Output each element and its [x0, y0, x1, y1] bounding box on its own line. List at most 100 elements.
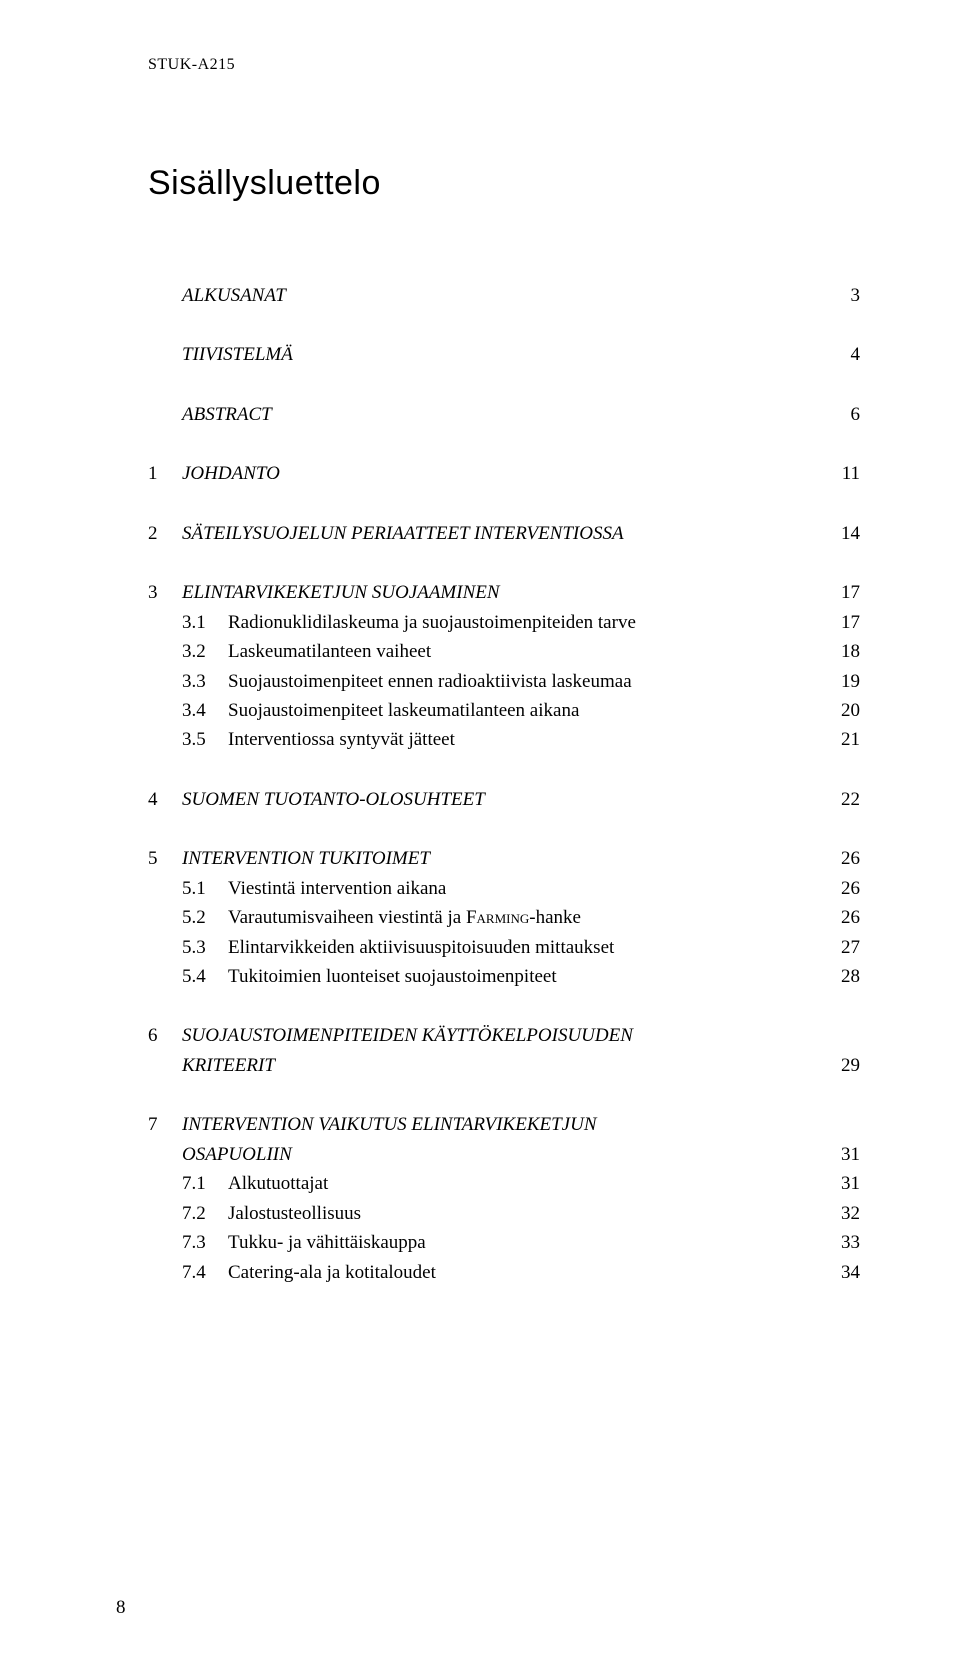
toc-chapter-label: ELINTARVIKEKETJUN SUOJAAMINEN [182, 578, 824, 607]
toc-section-label: Interventiossa syntyvät jätteet [228, 725, 824, 754]
toc-section-number: 3.3 [182, 667, 228, 696]
toc-chapter-label: ABSTRACT [182, 400, 824, 429]
toc-subentry: 3.5Interventiossa syntyvät jätteet21 [148, 725, 860, 754]
toc-page-number: 34 [824, 1258, 860, 1287]
toc-chapter-label-continuation: OSAPUOLIIN [182, 1140, 824, 1169]
toc-page-number: 26 [824, 903, 860, 932]
toc-page-number: 4 [824, 340, 860, 369]
toc-subentry: 3.3Suojaustoimenpiteet ennen radioaktiiv… [148, 667, 860, 696]
toc-spacer [148, 429, 860, 459]
toc-spacer [148, 489, 860, 519]
toc-chapter-label: SUOMEN TUOTANTO-OLOSUHTEET [182, 785, 824, 814]
toc-spacer [148, 814, 860, 844]
toc-entry: KRITEERIT29 [148, 1051, 860, 1080]
toc-subentry: 7.1Alkutuottajat31 [148, 1169, 860, 1198]
toc-entry: 2SÄTEILYSUOJELUN PERIAATTEET INTERVENTIO… [148, 519, 860, 548]
toc-section-label: Elintarvikkeiden aktiivisuuspitoisuuden … [228, 933, 824, 962]
toc-subentry: 7.2Jalostusteollisuus32 [148, 1199, 860, 1228]
toc-subentry: 7.3Tukku- ja vähittäiskauppa33 [148, 1228, 860, 1257]
toc-section-number: 5.1 [182, 874, 228, 903]
toc-section-label: Laskeumatilanteen vaiheet [228, 637, 824, 666]
toc-page-number: 32 [824, 1199, 860, 1228]
toc-chapter-number: 4 [148, 785, 182, 814]
toc-section-number: 3.4 [182, 696, 228, 725]
toc-spacer [148, 1080, 860, 1110]
toc-entry: OSAPUOLIIN31 [148, 1140, 860, 1169]
toc-page-number: 33 [824, 1228, 860, 1257]
toc-chapter-label: TIIVISTELMÄ [182, 340, 824, 369]
toc-section-label: Alkutuottajat [228, 1169, 824, 1198]
toc-entry: ABSTRACT6 [148, 400, 860, 429]
smallcaps-term: Farming [466, 907, 529, 928]
toc-spacer [148, 755, 860, 785]
toc-page-number: 17 [824, 578, 860, 607]
toc-section-number: 5.3 [182, 933, 228, 962]
toc-entry: TIIVISTELMÄ4 [148, 340, 860, 369]
toc-chapter-label: ALKUSANAT [182, 281, 824, 310]
toc-page-number: 6 [824, 400, 860, 429]
toc-chapter-label: JOHDANTO [182, 459, 824, 488]
toc-page-number: 22 [824, 785, 860, 814]
toc-section-label: Radionuklidilaskeuma ja suojaustoimenpit… [228, 608, 824, 637]
toc-section-label: Tukku- ja vähittäiskauppa [228, 1228, 824, 1257]
toc-chapter-label: SUOJAUSTOIMENPITEIDEN KÄYTTÖKELPOISUUDEN [182, 1021, 824, 1050]
page-number: 8 [116, 1597, 126, 1619]
toc-page-number: 20 [824, 696, 860, 725]
toc-entry: ALKUSANAT3 [148, 281, 860, 310]
toc-section-number: 5.4 [182, 962, 228, 991]
table-of-contents: ALKUSANAT3TIIVISTELMÄ4ABSTRACT61JOHDANTO… [148, 281, 860, 1287]
toc-spacer [148, 548, 860, 578]
document-header: STUK-A215 [148, 56, 860, 74]
page-title: Sisällysluettelo [148, 164, 860, 203]
toc-entry: 7INTERVENTION VAIKUTUS ELINTARVIKEKETJUN [148, 1110, 860, 1139]
toc-chapter-label: SÄTEILYSUOJELUN PERIAATTEET INTERVENTIOS… [182, 519, 824, 548]
toc-page-number: 14 [824, 519, 860, 548]
toc-subentry: 5.4Tukitoimien luonteiset suojaustoimenp… [148, 962, 860, 991]
toc-subentry: 3.4Suojaustoimenpiteet laskeumatilanteen… [148, 696, 860, 725]
toc-page-number: 3 [824, 281, 860, 310]
toc-section-number: 7.1 [182, 1169, 228, 1198]
toc-chapter-number: 6 [148, 1021, 182, 1050]
toc-section-label: Jalostusteollisuus [228, 1199, 824, 1228]
toc-chapter-number: 2 [148, 519, 182, 548]
toc-section-number: 7.4 [182, 1258, 228, 1287]
toc-section-number: 7.2 [182, 1199, 228, 1228]
toc-subentry: 7.4Catering-ala ja kotitaloudet34 [148, 1258, 860, 1287]
toc-section-label: Viestintä intervention aikana [228, 874, 824, 903]
toc-spacer [148, 310, 860, 340]
toc-page-number: 21 [824, 725, 860, 754]
toc-chapter-number: 1 [148, 459, 182, 488]
toc-spacer [148, 991, 860, 1021]
toc-section-number: 3.2 [182, 637, 228, 666]
toc-page-number: 29 [824, 1051, 860, 1080]
toc-subentry: 3.2Laskeumatilanteen vaiheet18 [148, 637, 860, 666]
toc-section-number: 3.1 [182, 608, 228, 637]
toc-spacer [148, 370, 860, 400]
toc-subentry: 5.1Viestintä intervention aikana26 [148, 874, 860, 903]
toc-chapter-number: 3 [148, 578, 182, 607]
toc-section-label: Suojaustoimenpiteet ennen radioaktiivist… [228, 667, 824, 696]
toc-page-number: 31 [824, 1169, 860, 1198]
toc-section-number: 7.3 [182, 1228, 228, 1257]
toc-page-number: 26 [824, 844, 860, 873]
toc-entry: 4SUOMEN TUOTANTO-OLOSUHTEET22 [148, 785, 860, 814]
toc-chapter-number: 5 [148, 844, 182, 873]
toc-section-label: Varautumisvaiheen viestintä ja Farming-h… [228, 903, 824, 932]
toc-section-label: Tukitoimien luonteiset suojaustoimenpite… [228, 962, 824, 991]
toc-section-number: 5.2 [182, 903, 228, 932]
toc-section-label: Suojaustoimenpiteet laskeumatilanteen ai… [228, 696, 824, 725]
toc-entry: 6SUOJAUSTOIMENPITEIDEN KÄYTTÖKELPOISUUDE… [148, 1021, 860, 1050]
toc-page-number: 31 [824, 1140, 860, 1169]
toc-page-number: 11 [824, 459, 860, 488]
toc-section-number: 3.5 [182, 725, 228, 754]
toc-subentry: 5.3Elintarvikkeiden aktiivisuuspitoisuud… [148, 933, 860, 962]
toc-page-number: 18 [824, 637, 860, 666]
toc-chapter-number: 7 [148, 1110, 182, 1139]
toc-page-number: 26 [824, 874, 860, 903]
toc-chapter-label: INTERVENTION VAIKUTUS ELINTARVIKEKETJUN [182, 1110, 824, 1139]
toc-page-number: 19 [824, 667, 860, 696]
toc-chapter-label-continuation: KRITEERIT [182, 1051, 824, 1080]
toc-entry: 5INTERVENTION TUKITOIMET26 [148, 844, 860, 873]
toc-page-number: 28 [824, 962, 860, 991]
toc-entry: 3ELINTARVIKEKETJUN SUOJAAMINEN17 [148, 578, 860, 607]
